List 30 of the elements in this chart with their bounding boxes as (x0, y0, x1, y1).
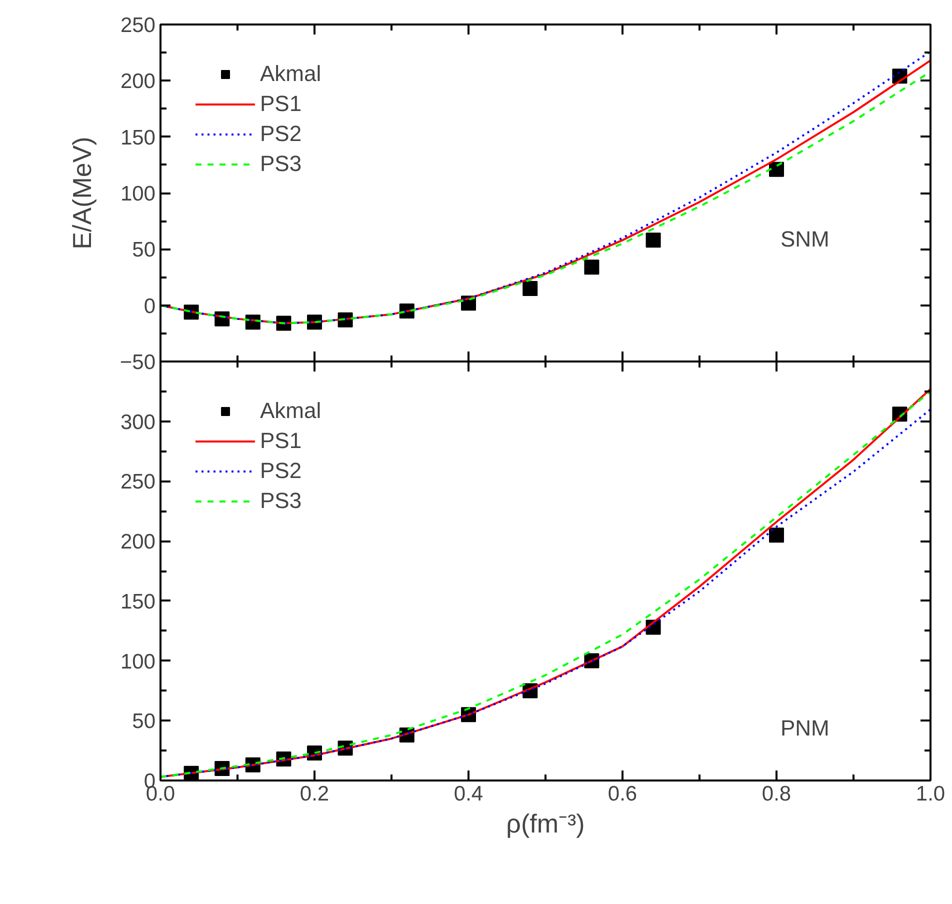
legend-label: PS1 (260, 427, 302, 455)
y-tick-label: 150 (120, 126, 156, 150)
legend-label: Akmal (260, 60, 322, 88)
x-tick-label: 0.2 (300, 782, 330, 806)
y-tick-label: 200 (120, 70, 156, 94)
x-tick-label: 0.4 (454, 782, 484, 806)
y-tick-label: 250 (120, 470, 156, 494)
y-tick-label: 200 (120, 530, 156, 554)
y-tick-label: 100 (120, 182, 156, 206)
annotation: PNM (780, 716, 830, 740)
legend-label: Akmal (260, 397, 322, 425)
x-tick-label: 0.8 (762, 782, 792, 806)
y-tick-label: 300 (120, 410, 156, 434)
y-tick-label: 0 (144, 294, 156, 318)
x-axis-title: ρ(fm⁻³) (506, 808, 585, 838)
y-axis-title: E/A(MeV) (66, 136, 97, 250)
x-tick-label: 1.0 (916, 782, 946, 806)
y-tick-label: 50 (132, 238, 156, 262)
legend-label: PS3 (260, 487, 302, 515)
y-tick-label: 50 (132, 710, 156, 734)
legend-label: PS1 (260, 90, 302, 118)
annotation: SNM (780, 226, 830, 252)
legend-label: PS2 (260, 457, 302, 485)
y-tick-label: 100 (120, 650, 156, 674)
legend-label: PS3 (260, 150, 302, 178)
y-tick-label: 150 (120, 590, 156, 614)
y-tick-label: 250 (120, 14, 156, 37)
x-tick-label: 0.6 (608, 782, 638, 806)
y-tick-label: −50 (120, 351, 156, 374)
legend-label: PS2 (260, 120, 302, 148)
